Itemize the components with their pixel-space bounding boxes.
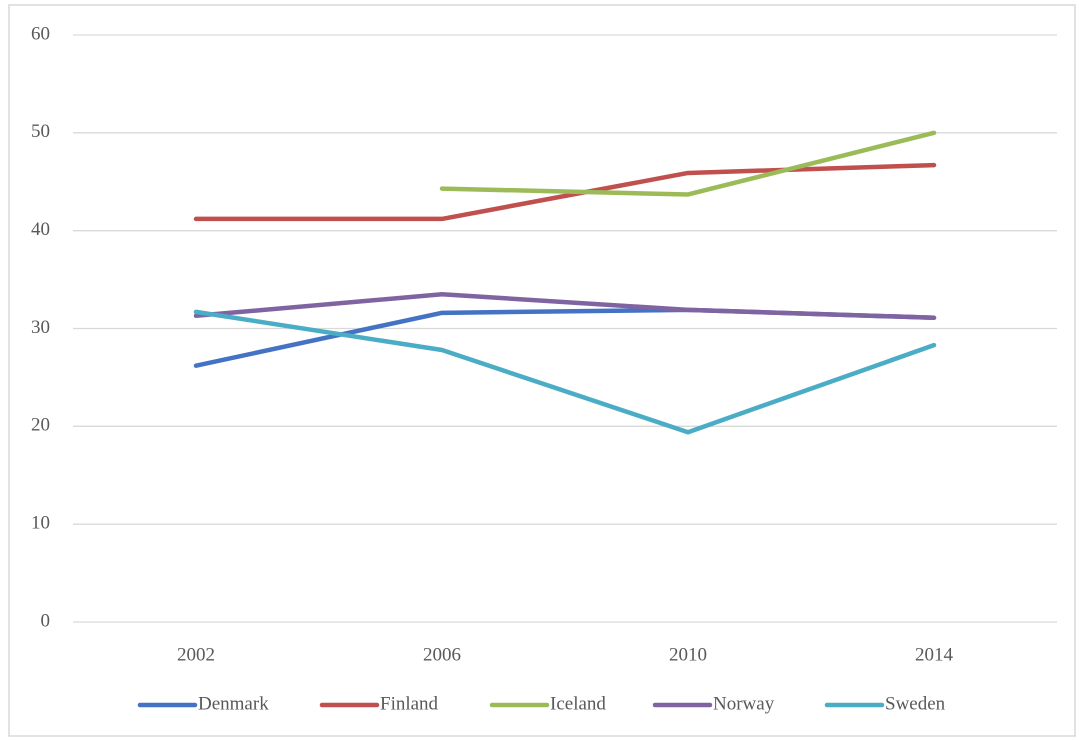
legend-label: Norway bbox=[713, 693, 775, 714]
x-tick-label: 2010 bbox=[669, 644, 707, 665]
legend-label: Iceland bbox=[550, 693, 606, 714]
y-tick-label: 30 bbox=[31, 317, 50, 338]
y-tick-label: 60 bbox=[31, 23, 50, 44]
series-line bbox=[193, 162, 937, 222]
y-tick-label: 50 bbox=[31, 121, 50, 142]
x-tick-label: 2002 bbox=[177, 644, 215, 665]
y-tick-label: 40 bbox=[31, 219, 50, 240]
legend-label: Finland bbox=[380, 693, 439, 714]
series-line bbox=[193, 292, 937, 320]
series-line bbox=[193, 309, 937, 435]
x-tick-label: 2014 bbox=[915, 644, 954, 665]
x-tick-label: 2006 bbox=[423, 644, 461, 665]
legend-label: Denmark bbox=[198, 693, 269, 714]
y-tick-label: 20 bbox=[31, 415, 50, 436]
y-tick-label: 0 bbox=[41, 610, 51, 631]
legend-label: Sweden bbox=[885, 693, 946, 714]
series-line bbox=[439, 130, 937, 197]
y-tick-label: 10 bbox=[31, 513, 50, 534]
chart-frame bbox=[8, 4, 1076, 737]
